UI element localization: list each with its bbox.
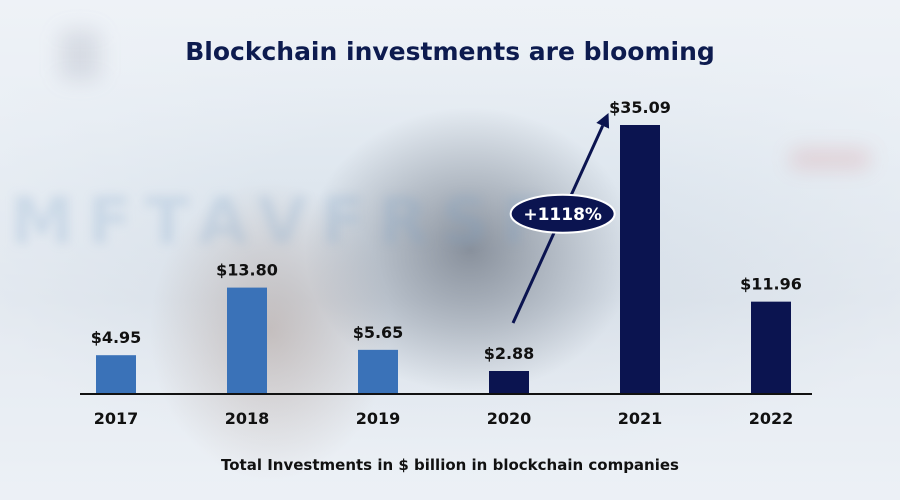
bar-2021 — [620, 125, 660, 393]
value-label-2019: $5.65 — [353, 323, 404, 342]
x-tick-2020: 2020 — [487, 409, 532, 428]
value-label-2017: $4.95 — [91, 328, 142, 347]
chart-title: Blockchain investments are blooming — [185, 37, 715, 66]
x-tick-2022: 2022 — [749, 409, 794, 428]
bar-2017 — [96, 355, 136, 393]
bar-2020 — [489, 371, 529, 393]
value-label-2018: $13.80 — [216, 261, 278, 280]
growth-annotation: +1118% — [509, 113, 616, 324]
x-tick-2021: 2021 — [618, 409, 663, 428]
chart-caption: Total Investments in $ billion in blockc… — [221, 456, 679, 474]
value-label-2021: $35.09 — [609, 98, 671, 117]
growth-badge — [509, 193, 616, 234]
background-word-decoration: MFTAVFRSF — [10, 185, 560, 259]
value-label-2022: $11.96 — [740, 275, 802, 294]
growth-badge-label: +1118% — [523, 205, 602, 225]
value-label-2020: $2.88 — [484, 344, 535, 363]
bars-group — [96, 125, 791, 393]
x-tick-2018: 2018 — [225, 409, 270, 428]
background-blob — [790, 150, 870, 168]
bar-2018 — [227, 287, 267, 393]
bar-2019 — [358, 349, 398, 393]
x-tick-2017: 2017 — [94, 409, 139, 428]
value-labels: $4.95 $13.80 $5.65 $2.88 $35.09 $11.96 — [91, 98, 802, 363]
growth-arrow-head — [596, 113, 610, 129]
background-blob — [60, 30, 100, 80]
x-tick-labels: 2017 2018 2019 2020 2021 2022 — [94, 409, 794, 428]
x-tick-2019: 2019 — [356, 409, 401, 428]
bar-2022 — [751, 301, 791, 393]
